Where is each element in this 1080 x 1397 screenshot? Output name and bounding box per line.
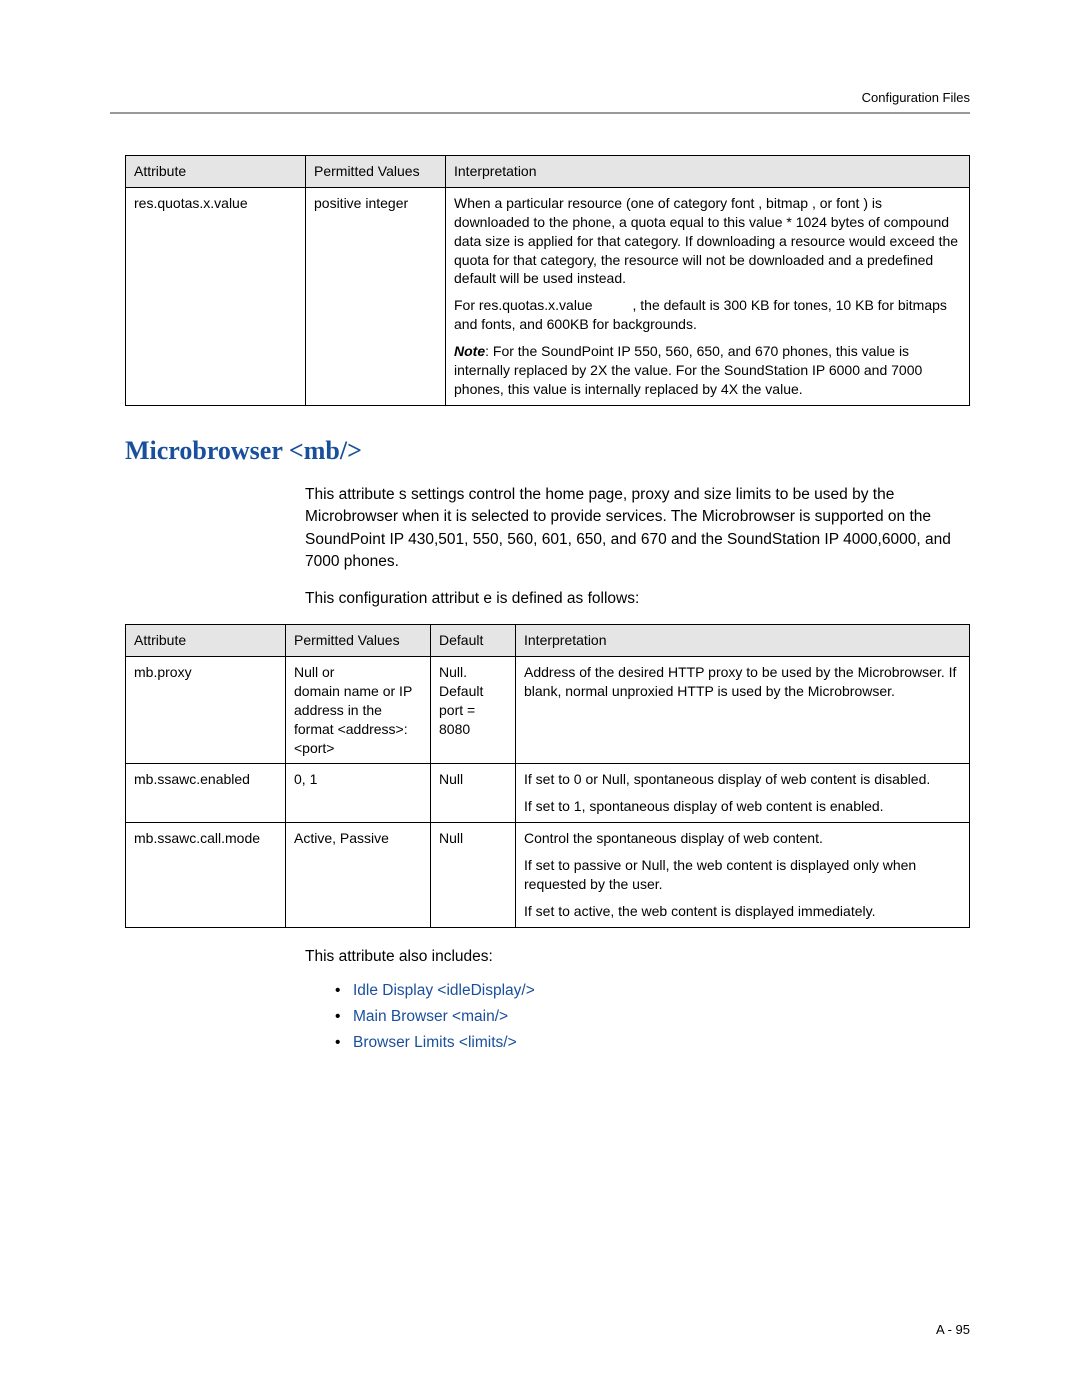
bullet-icon: • — [335, 1034, 353, 1052]
cell-attribute: mb.ssawc.call.mode — [126, 823, 286, 928]
link-idle-display[interactable]: Idle Display <idleDisplay/> — [353, 982, 535, 999]
cell-permitted: 0, 1 — [286, 764, 431, 823]
interp-para: Control the spontaneous display of web c… — [524, 829, 961, 848]
interp-para: When a particular resource (one of categ… — [454, 194, 961, 288]
interp-para: If set to 1, spontaneous display of web … — [524, 797, 961, 816]
table-header-row: Attribute Permitted Values Default Inter… — [126, 625, 970, 657]
interp-para: Note: For the SoundPoint IP 550, 560, 65… — [454, 342, 961, 399]
cell-default: Null — [431, 764, 516, 823]
header-rule — [110, 112, 970, 114]
list-item: •Idle Display <idleDisplay/> — [335, 982, 970, 1000]
interp-para: If set to 0 or Null, spontaneous display… — [524, 770, 961, 789]
cell-default: Null — [431, 823, 516, 928]
cell-permitted: positive integer — [306, 187, 446, 405]
link-main-browser[interactable]: Main Browser <main/> — [353, 1008, 508, 1025]
cell-interpretation: Control the spontaneous display of web c… — [516, 823, 970, 928]
link-browser-limits[interactable]: Browser Limits <limits/> — [353, 1034, 517, 1051]
includes-intro: This attribute also includes: — [305, 946, 970, 968]
bullet-icon: • — [335, 1008, 353, 1026]
header-label: Configuration Files — [862, 90, 970, 105]
cell-permitted: Null or domain name or IP address in the… — [286, 657, 431, 764]
page: Configuration Files Attribute Permitted … — [0, 0, 1080, 1397]
interp-para: Address of the desired HTTP proxy to be … — [524, 663, 961, 701]
col-default: Default — [431, 625, 516, 657]
interp-para: For res.quotas.x.value, the default is 3… — [454, 296, 961, 334]
content-area: Attribute Permitted Values Interpretatio… — [125, 155, 970, 1060]
table-microbrowser: Attribute Permitted Values Default Inter… — [125, 624, 970, 928]
cell-interpretation: Address of the desired HTTP proxy to be … — [516, 657, 970, 764]
cell-permitted: Active, Passive — [286, 823, 431, 928]
text: For — [454, 297, 479, 313]
interp-para: If set to passive or Null, the web conte… — [524, 856, 961, 894]
table-row: mb.ssawc.call.mode Active, Passive Null … — [126, 823, 970, 928]
cell-interpretation: When a particular resource (one of categ… — [446, 187, 970, 405]
cell-attribute: mb.proxy — [126, 657, 286, 764]
cell-attribute: mb.ssawc.enabled — [126, 764, 286, 823]
note-label: Note — [454, 343, 485, 359]
table-resquotas: Attribute Permitted Values Interpretatio… — [125, 155, 970, 406]
section-title: Microbrowser <mb/> — [125, 436, 970, 466]
section-para: This attribute s settings control the ho… — [305, 484, 970, 574]
section-para: This configuration attribut e is defined… — [305, 588, 970, 610]
text-code: res.quotas.x.value — [479, 297, 593, 313]
table-row: mb.proxy Null or domain name or IP addre… — [126, 657, 970, 764]
table-header-row: Attribute Permitted Values Interpretatio… — [126, 156, 970, 188]
text: : For the SoundPoint IP 550, 560, 650, a… — [454, 343, 922, 397]
list-item: •Main Browser <main/> — [335, 1008, 970, 1026]
list-item: •Browser Limits <limits/> — [335, 1034, 970, 1052]
table-row: res.quotas.x.value positive integer When… — [126, 187, 970, 405]
col-permitted: Permitted Values — [286, 625, 431, 657]
cell-interpretation: If set to 0 or Null, spontaneous display… — [516, 764, 970, 823]
interp-para: If set to active, the web content is dis… — [524, 902, 961, 921]
col-attribute: Attribute — [126, 156, 306, 188]
page-number: A - 95 — [936, 1322, 970, 1337]
cell-default: Null. Default port = 8080 — [431, 657, 516, 764]
bullet-icon: • — [335, 982, 353, 1000]
col-interpretation: Interpretation — [446, 156, 970, 188]
col-attribute: Attribute — [126, 625, 286, 657]
col-permitted: Permitted Values — [306, 156, 446, 188]
col-interpretation: Interpretation — [516, 625, 970, 657]
table-row: mb.ssawc.enabled 0, 1 Null If set to 0 o… — [126, 764, 970, 823]
includes-list: •Idle Display <idleDisplay/> •Main Brows… — [335, 982, 970, 1052]
cell-attribute: res.quotas.x.value — [126, 187, 306, 405]
